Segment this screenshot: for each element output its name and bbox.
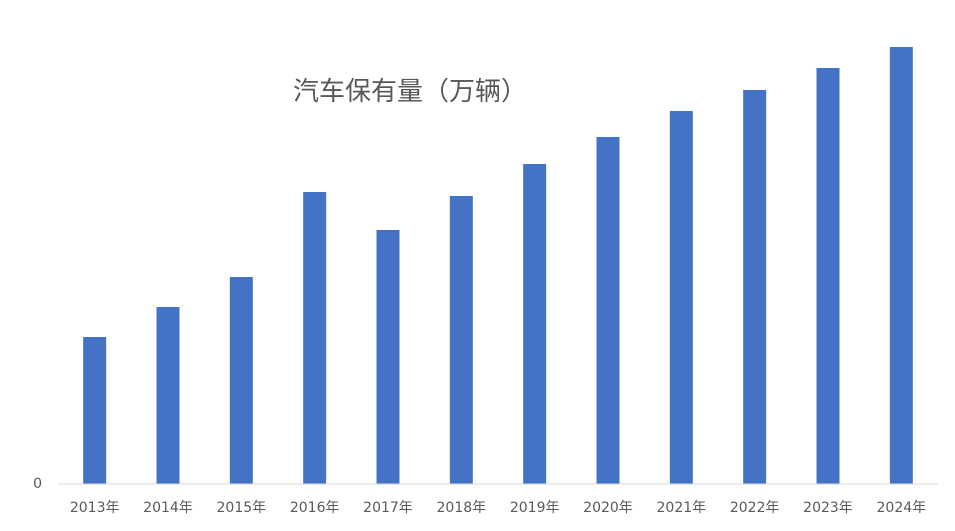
x-tick-label: 2018年 [437, 500, 487, 516]
bar [596, 137, 620, 484]
x-tick-label: 2016年 [290, 500, 340, 516]
x-tick-label: 2014年 [143, 500, 193, 516]
bar [229, 277, 253, 484]
y-tick-label: 0 [33, 476, 42, 492]
bar [376, 230, 400, 484]
bar [816, 68, 840, 484]
chart-title: 汽车保有量（万辆） [293, 77, 527, 107]
x-tick-label: 2013年 [70, 500, 120, 516]
x-tick-label: 2015年 [217, 500, 267, 516]
x-tick-label: 2024年 [877, 500, 927, 516]
x-tick-label: 2017年 [363, 500, 413, 516]
bar [83, 337, 107, 484]
x-tick-label: 2022年 [730, 500, 780, 516]
bar [303, 192, 327, 484]
x-tick-label: 2019年 [510, 500, 560, 516]
bar [743, 90, 767, 484]
bar [889, 47, 913, 484]
x-tick-label: 2021年 [657, 500, 707, 516]
bar [669, 111, 693, 484]
bar [156, 307, 180, 484]
x-tick-label: 2020年 [583, 500, 633, 516]
bar [523, 164, 547, 484]
x-tick-label: 2023年 [803, 500, 853, 516]
bar [449, 196, 473, 484]
